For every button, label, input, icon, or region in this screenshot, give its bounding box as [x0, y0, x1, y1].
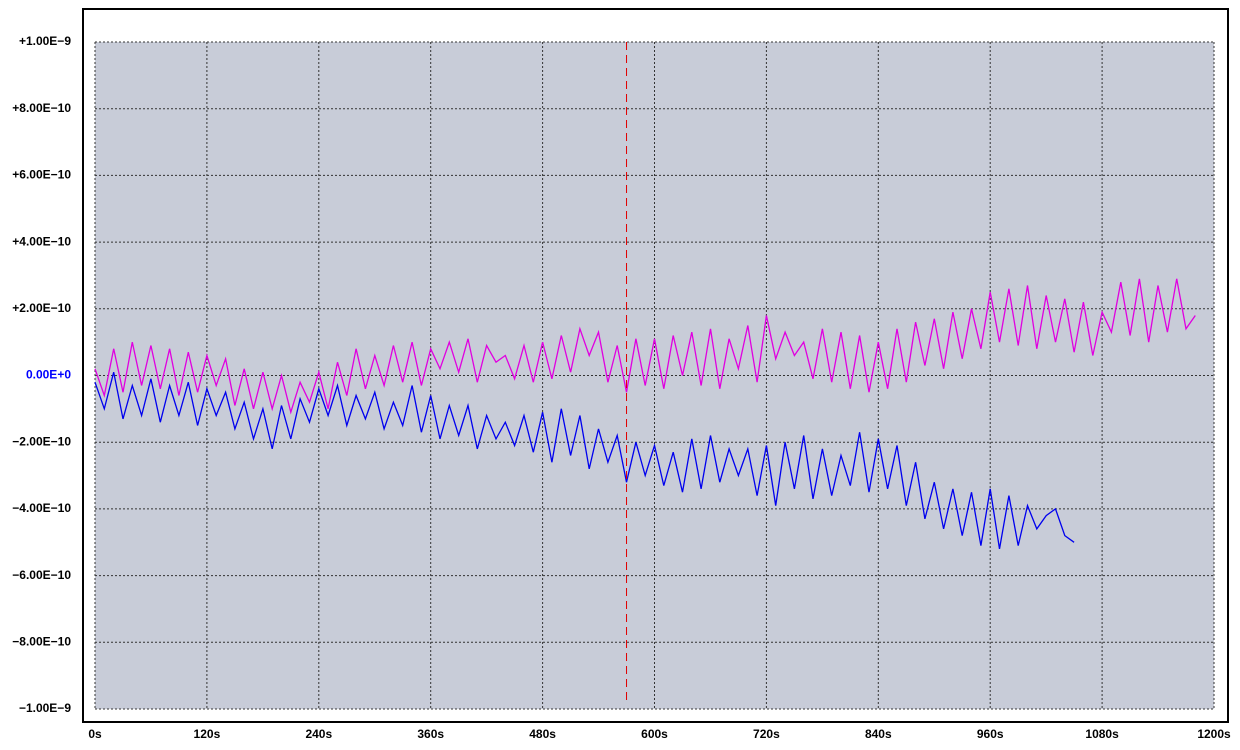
x-tick-label: 240s [305, 727, 332, 741]
x-tick-label: 720s [753, 727, 780, 741]
x-tick-label: 840s [865, 727, 892, 741]
data-line [94, 372, 1075, 550]
x-tick-label: 120s [194, 727, 221, 741]
x-tick-label: 960s [977, 727, 1004, 741]
x-tick-label: 480s [529, 727, 556, 741]
x-tick-label: 1200s [1197, 727, 1231, 741]
y-tick-label: +4.00E−10 [12, 234, 71, 248]
data-line [94, 278, 1196, 415]
x-tick-label: 0s [88, 727, 102, 741]
chart-frame [82, 8, 1229, 723]
y-tick-label: +8.00E−10 [12, 101, 71, 115]
x-tick-label: 360s [417, 727, 444, 741]
y-tick-label: −1.00E−9 [19, 701, 71, 715]
y-tick-label: 0.00E+0 [26, 368, 71, 382]
y-tick-label: −6.00E−10 [12, 568, 71, 582]
x-tick-label: 600s [641, 727, 668, 741]
y-tick-label: +2.00E−10 [12, 301, 71, 315]
y-tick-label: +1.00E−9 [19, 34, 71, 48]
y-tick-label: −2.00E−10 [12, 434, 71, 448]
y-tick-label: −8.00E−10 [12, 634, 71, 648]
y-tick-label: −4.00E−10 [12, 501, 71, 515]
x-tick-label: 1080s [1085, 727, 1119, 741]
y-tick-label: +6.00E−10 [12, 168, 71, 182]
